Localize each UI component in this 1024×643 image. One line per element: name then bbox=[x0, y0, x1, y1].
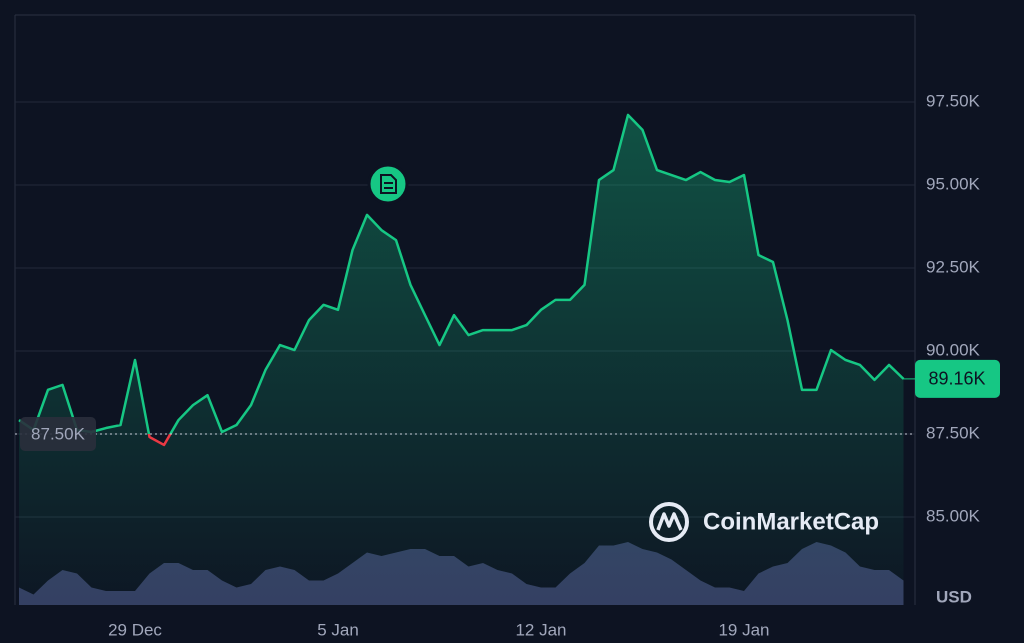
price-area bbox=[19, 114, 904, 605]
currency-label: USD bbox=[936, 587, 972, 606]
baseline-label-box bbox=[20, 417, 96, 452]
y-tick-label: 90.00K bbox=[926, 340, 981, 359]
current-price-box bbox=[915, 359, 1000, 398]
watermark: CoinMarketCap bbox=[703, 508, 879, 535]
x-tick-label: 19 Jan bbox=[718, 620, 769, 639]
news-icon[interactable] bbox=[367, 163, 409, 205]
price-line bbox=[18, 113, 905, 447]
x-tick-label: 29 Dec bbox=[108, 620, 162, 639]
y-tick-label: 85.00K bbox=[926, 506, 981, 525]
y-tick-label: 87.50K bbox=[926, 423, 981, 442]
current-price-label: 89.16K bbox=[928, 369, 985, 389]
plot: 85.00K 87.50K 90.00K 92.50K 95.00K 97.50K 87.5… bbox=[15, 91, 1000, 639]
x-tick-label: 12 Jan bbox=[515, 620, 566, 639]
baseline-label: 87.50K bbox=[31, 424, 86, 443]
x-tick-label: 5 Jan bbox=[317, 620, 359, 639]
watermark-logo bbox=[649, 502, 689, 542]
y-tick-label: 92.50K bbox=[926, 257, 981, 276]
y-tick-label: 97.50K bbox=[926, 91, 981, 110]
y-tick-label: 95.00K bbox=[926, 174, 981, 193]
